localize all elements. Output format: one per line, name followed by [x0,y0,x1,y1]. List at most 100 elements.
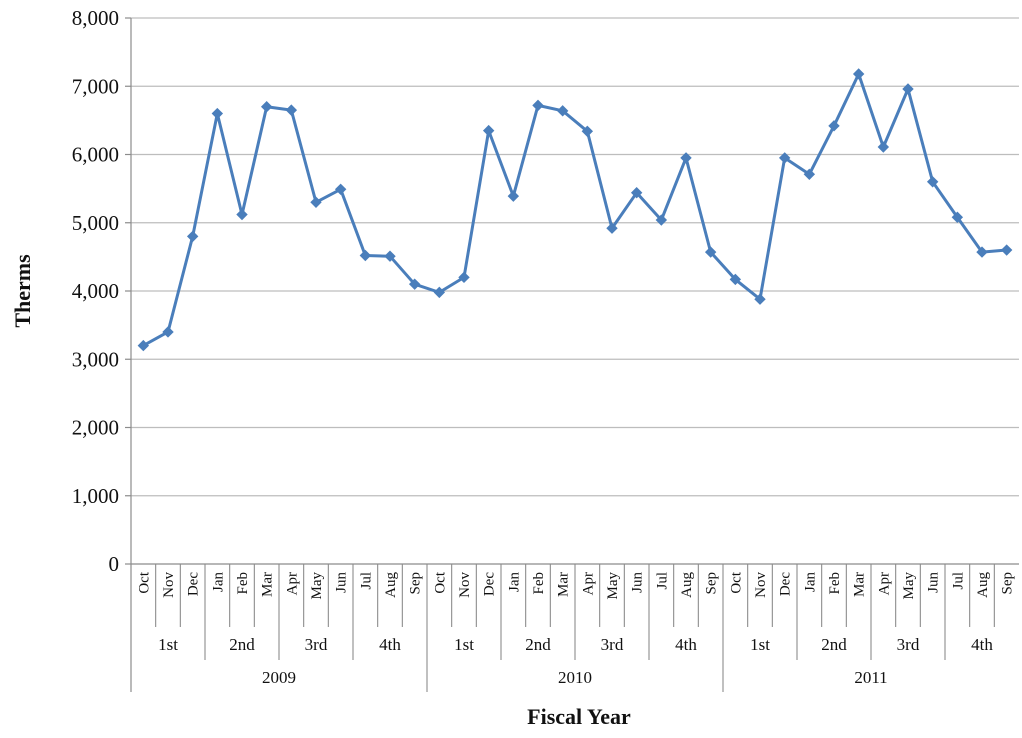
x-tick-label-month: Feb [235,572,251,595]
x-tick-label-month: Oct [432,571,448,593]
x-tick-label-month: Aug [679,572,695,598]
x-tick-label-year: 2010 [558,668,592,687]
x-tick-label-month: Jan [802,572,818,592]
data-point [334,183,347,196]
series-line [142,72,1007,347]
data-point [162,326,174,338]
data-point [458,271,470,284]
x-tick-label-month: May [605,572,621,600]
data-point [877,141,890,153]
y-axis-title: Therms [10,254,35,328]
x-tick-label-month: Apr [580,572,596,595]
data-point [581,125,594,138]
x-tick-label-month: Jul [950,572,966,590]
data-point [926,176,939,188]
data-point [137,339,150,352]
data-point [606,222,618,234]
data-point [828,120,840,132]
x-tick-label-month: Dec [482,572,498,596]
data-point [408,278,421,290]
data-point [532,99,544,112]
data-point [482,124,495,137]
x-tick-label-quarter: 3rd [897,635,920,654]
x-tick-label-month: Sep [704,572,720,595]
y-tick-label: 1,000 [72,484,119,508]
x-tick-label-quarter: 2nd [821,635,847,654]
data-point [630,187,643,199]
x-tick-label-quarter: 3rd [601,635,624,654]
x-tick-label-month: May [901,572,917,600]
data-point [384,250,396,262]
data-point [778,152,791,164]
series-therms [137,68,1013,352]
x-tick-label-month: Aug [383,572,399,598]
data-point [236,208,248,221]
data-point [803,168,816,180]
y-tick-label: 0 [109,552,120,576]
y-tick-labels: 0 1,000 2,000 3,000 4,000 5,000 6,000 7,000 8,00… [72,6,119,576]
y-tick-label: 7,000 [72,74,119,98]
x-tick-label-month: Dec [186,572,202,596]
x-tick-label-month: Jun [334,572,350,593]
x-tick-label-quarter: 2nd [229,635,255,654]
x-tick-label-quarter: 3rd [305,635,328,654]
data-point [359,249,372,262]
y-tick-label: 8,000 [72,6,119,30]
x-tick-label-month: Apr [876,572,892,595]
x-tick-label-month: Nov [161,572,177,598]
y-tick-label: 6,000 [72,143,119,167]
data-point [1000,244,1013,256]
data-point [951,211,964,223]
y-tick-label: 5,000 [72,211,119,235]
x-tick-label-month: Oct [136,571,152,593]
x-tick-label-month: Mar [556,572,572,597]
x-tick-label-month: Sep [408,572,424,595]
data-point [260,101,273,113]
data-point [680,152,692,164]
x-tick-label-month: Jun [926,572,942,593]
x-tick-label-quarter: 1st [454,635,474,654]
x-tick-label-month: Jul [358,572,374,590]
data-point [285,104,298,116]
data-point [852,68,865,80]
x-category-axis: Oct Nov Dec Jan Feb Mar Apr May Jun Jul Aug Sep Oct N… [136,564,1016,692]
y-tick-label: 3,000 [72,347,119,371]
data-point [211,107,224,120]
x-tick-label-month: Sep [1000,572,1016,595]
x-tick-label-month: Dec [778,572,794,596]
data-point [729,273,742,286]
x-tick-label-month: Jan [210,572,226,592]
x-tick-label-quarter: 4th [379,635,401,654]
data-point [310,196,322,208]
x-tick-label-quarter: 4th [675,635,697,654]
y-tick-label: 2,000 [72,416,119,440]
x-tick-label-month: Jul [654,572,670,590]
x-tick-label-month: Jun [630,572,646,593]
x-tick-label-month: Nov [753,572,769,598]
x-tick-label-quarter: 2nd [525,635,551,654]
x-tick-label-month: Aug [975,572,991,598]
x-tick-label-month: Feb [827,572,843,595]
data-point [704,246,717,258]
y-tick-label: 4,000 [72,279,119,303]
data-point [186,230,199,243]
x-tick-label-month: May [309,572,325,600]
x-tick-label-year: 2009 [262,668,296,687]
x-tick-label-quarter: 1st [158,635,178,654]
x-tick-label-month: Jan [506,572,522,592]
x-tick-label-month: Feb [531,572,547,595]
data-point [655,214,668,226]
data-point [976,246,988,258]
x-tick-label-quarter: 1st [750,635,770,654]
data-point [902,83,914,95]
data-point [754,293,766,305]
data-point [556,105,569,117]
data-point [433,286,446,299]
x-tick-label-quarter: 4th [971,635,993,654]
x-axis-title: Fiscal Year [527,704,631,729]
x-tick-label-month: Apr [284,572,300,595]
gridlines [131,17,1019,497]
x-tick-label-month: Nov [457,572,473,598]
